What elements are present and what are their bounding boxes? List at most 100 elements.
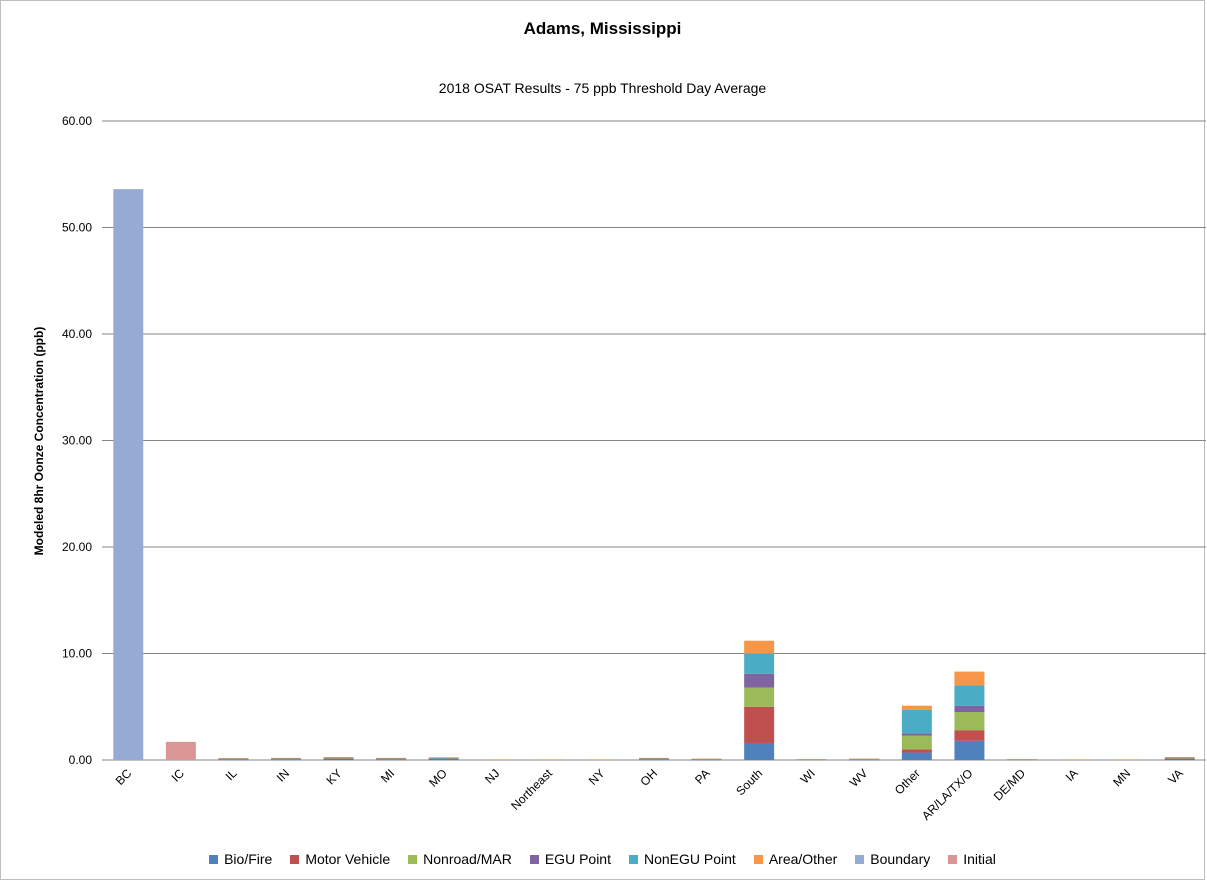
bar-segment (691, 758, 722, 760)
bar-segment (849, 758, 880, 760)
bar-segment (271, 759, 301, 761)
bar-segment (271, 757, 301, 759)
bar-segment (691, 759, 722, 761)
bar-segment (1164, 758, 1195, 760)
bar-segment (744, 653, 775, 674)
y-tick-label: 0.00 (69, 753, 93, 767)
x-tick-label: MN (1110, 766, 1133, 789)
x-tick-label: OH (637, 766, 660, 789)
bar-segment (639, 759, 669, 760)
bar-segment (271, 759, 301, 760)
bar-segment (428, 758, 459, 760)
x-tick-label: KY (323, 766, 344, 787)
bar-segment (323, 759, 354, 761)
bar-segment (1164, 758, 1195, 760)
y-tick-label: 10.00 (62, 647, 92, 661)
legend-swatch (948, 854, 958, 864)
bar-segment (744, 706, 775, 743)
y-tick-label: 60.00 (62, 114, 92, 128)
bar-segment (271, 758, 301, 759)
bar-segment (901, 749, 932, 753)
bar-segment (901, 752, 932, 760)
x-tick-label: South (733, 766, 765, 798)
bar-segment (376, 757, 407, 759)
bar-segment (744, 673, 775, 688)
bar-segment (639, 758, 669, 760)
x-tick-label: PA (692, 766, 713, 787)
bar-segment (1059, 759, 1090, 760)
bar-segment (218, 759, 249, 760)
x-tick-label: IL (223, 766, 240, 783)
bar-segment (376, 758, 407, 759)
bar-segment (954, 712, 985, 731)
bar-segment (323, 758, 354, 760)
bar-segment (744, 640, 775, 654)
bar-segment (376, 759, 407, 761)
bar-segment (271, 758, 301, 760)
x-tick-label: Other (892, 766, 923, 797)
bar-segment (744, 687, 775, 707)
y-tick-label: 40.00 (62, 327, 92, 341)
x-tick-label: Northeast (508, 766, 555, 813)
chart-title: Adams, Mississippi (523, 19, 682, 38)
bar-segment (744, 742, 775, 760)
bar-segment (639, 757, 669, 759)
bar-segment (165, 741, 196, 760)
x-tick-label: DE/MD (991, 766, 1028, 803)
bar-segment (796, 759, 827, 760)
legend-item: Nonroad/MAR (408, 851, 512, 867)
bar-segment (323, 757, 354, 759)
legend-label: Motor Vehicle (305, 851, 391, 867)
bar-segment (271, 758, 301, 760)
bar-segment (901, 709, 932, 734)
legend-item: Initial (948, 851, 996, 867)
legend-label: NonEGU Point (643, 851, 736, 867)
bar-segment (1164, 757, 1195, 758)
legend-label: EGU Point (544, 851, 611, 867)
legend-swatch (855, 854, 865, 864)
x-tick-label: BC (113, 766, 135, 788)
bar-segment (428, 757, 459, 758)
bar-segment (901, 733, 932, 736)
bar-segment (376, 758, 407, 760)
x-tick-label: IN (274, 766, 292, 784)
bar-segment (639, 758, 669, 759)
chart-subtitle: 2018 OSAT Results - 75 ppb Threshold Day… (438, 80, 767, 96)
bar-segment (428, 758, 459, 759)
x-tick-label: IA (1063, 766, 1081, 784)
legend-label: Boundary (870, 851, 931, 867)
bar-segment (323, 758, 354, 760)
bar-segment (376, 758, 407, 760)
bar-segment (954, 671, 985, 686)
bar-segment (428, 758, 459, 760)
legend-item: NonEGU Point (628, 851, 736, 867)
x-tick-label: WV (847, 766, 871, 790)
y-tick-label: 50.00 (62, 221, 92, 235)
bar-segment (533, 759, 564, 760)
x-tick-label: NY (586, 766, 608, 788)
legend-label: Nonroad/MAR (423, 851, 512, 867)
bar-segment (323, 757, 354, 759)
x-tick-label: MO (426, 766, 450, 790)
bar-segment (113, 189, 144, 760)
bar-segment (954, 685, 985, 706)
bar-segment (639, 759, 669, 761)
bar-segment (1164, 759, 1195, 761)
chart-legend: Bio/Fire Motor Vehicle Nonroad/MAR EGU Poin… (1, 851, 1204, 867)
bar-segment (481, 759, 512, 760)
bar-segment (1112, 759, 1143, 760)
legend-label: Area/Other (768, 851, 838, 867)
bar-segment (954, 740, 985, 760)
bar-segment (218, 758, 249, 760)
y-tick-label: 30.00 (62, 434, 92, 448)
legend-label: Initial (963, 851, 996, 867)
legend-item: Boundary (855, 851, 930, 867)
legend-label: Bio/Fire (224, 851, 273, 867)
bar-segment (954, 730, 985, 741)
bar-segment (428, 759, 459, 761)
bar-segment (1007, 759, 1037, 760)
bar-segment (901, 735, 932, 750)
legend-item: Motor Vehicle (290, 851, 390, 867)
